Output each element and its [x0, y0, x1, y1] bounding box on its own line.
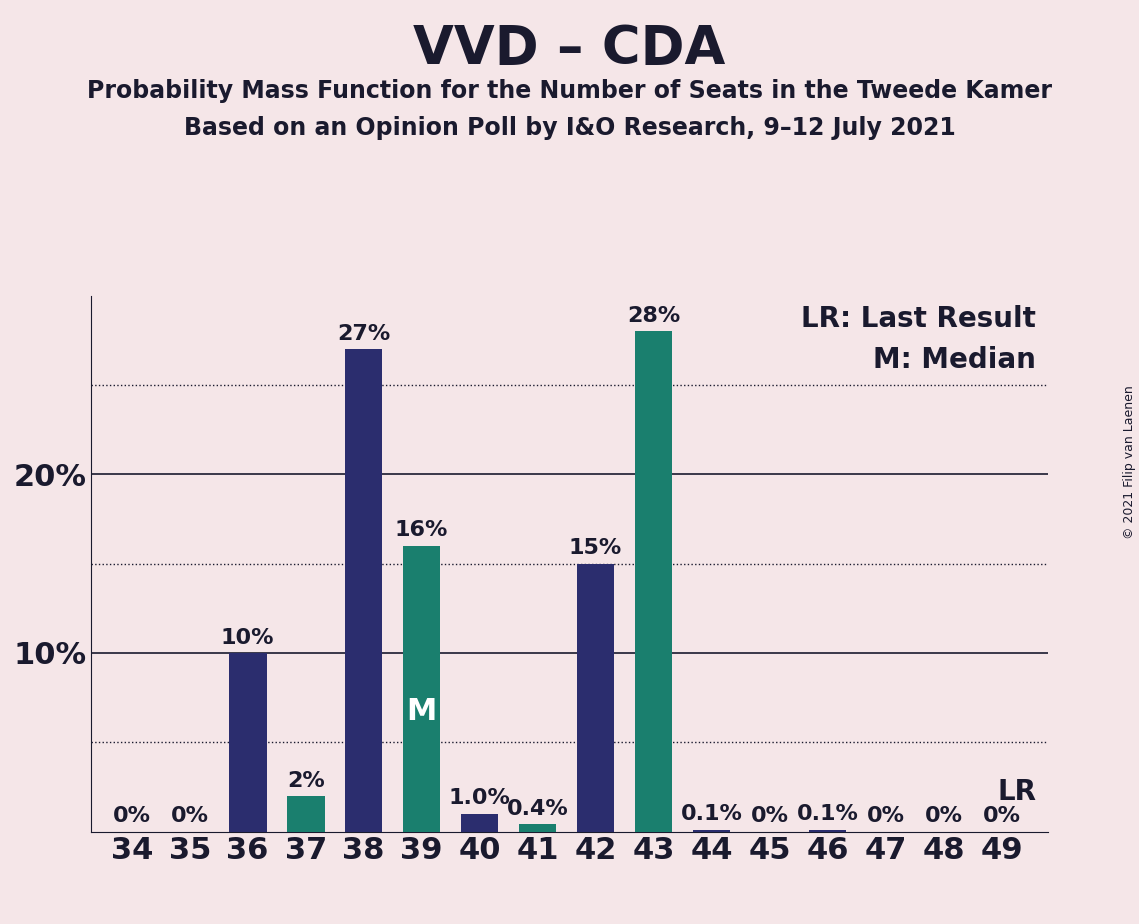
Bar	[693, 830, 730, 832]
Bar	[518, 824, 557, 832]
Text: 0%: 0%	[751, 807, 788, 826]
Text: 10%: 10%	[221, 627, 274, 648]
Text: 0.1%: 0.1%	[681, 805, 743, 824]
Text: © 2021 Filip van Laenen: © 2021 Filip van Laenen	[1123, 385, 1137, 539]
Text: M: M	[407, 697, 437, 726]
Text: 27%: 27%	[337, 324, 391, 344]
Text: 0%: 0%	[925, 807, 962, 826]
Text: 28%: 28%	[626, 306, 680, 326]
Text: Based on an Opinion Poll by I&O Research, 9–12 July 2021: Based on an Opinion Poll by I&O Research…	[183, 116, 956, 140]
Bar	[229, 653, 267, 832]
Text: 15%: 15%	[570, 539, 622, 558]
Bar	[809, 830, 846, 832]
Bar	[403, 546, 441, 832]
Text: 0.1%: 0.1%	[796, 805, 859, 824]
Bar	[576, 564, 614, 832]
Text: M: Median: M: Median	[874, 346, 1036, 373]
Text: VVD – CDA: VVD – CDA	[413, 23, 726, 75]
Text: 0.4%: 0.4%	[507, 799, 568, 819]
Text: 16%: 16%	[395, 520, 449, 541]
Text: 0%: 0%	[113, 807, 150, 826]
Bar	[287, 796, 325, 832]
Text: 0%: 0%	[867, 807, 904, 826]
Text: 2%: 2%	[287, 771, 325, 791]
Bar	[345, 349, 383, 832]
Bar	[634, 332, 672, 832]
Text: 1.0%: 1.0%	[449, 788, 510, 808]
Text: LR: Last Result: LR: Last Result	[802, 305, 1036, 333]
Text: LR: LR	[998, 778, 1036, 807]
Text: 0%: 0%	[171, 807, 208, 826]
Text: Probability Mass Function for the Number of Seats in the Tweede Kamer: Probability Mass Function for the Number…	[87, 79, 1052, 103]
Text: 0%: 0%	[983, 807, 1021, 826]
Bar	[461, 814, 499, 832]
